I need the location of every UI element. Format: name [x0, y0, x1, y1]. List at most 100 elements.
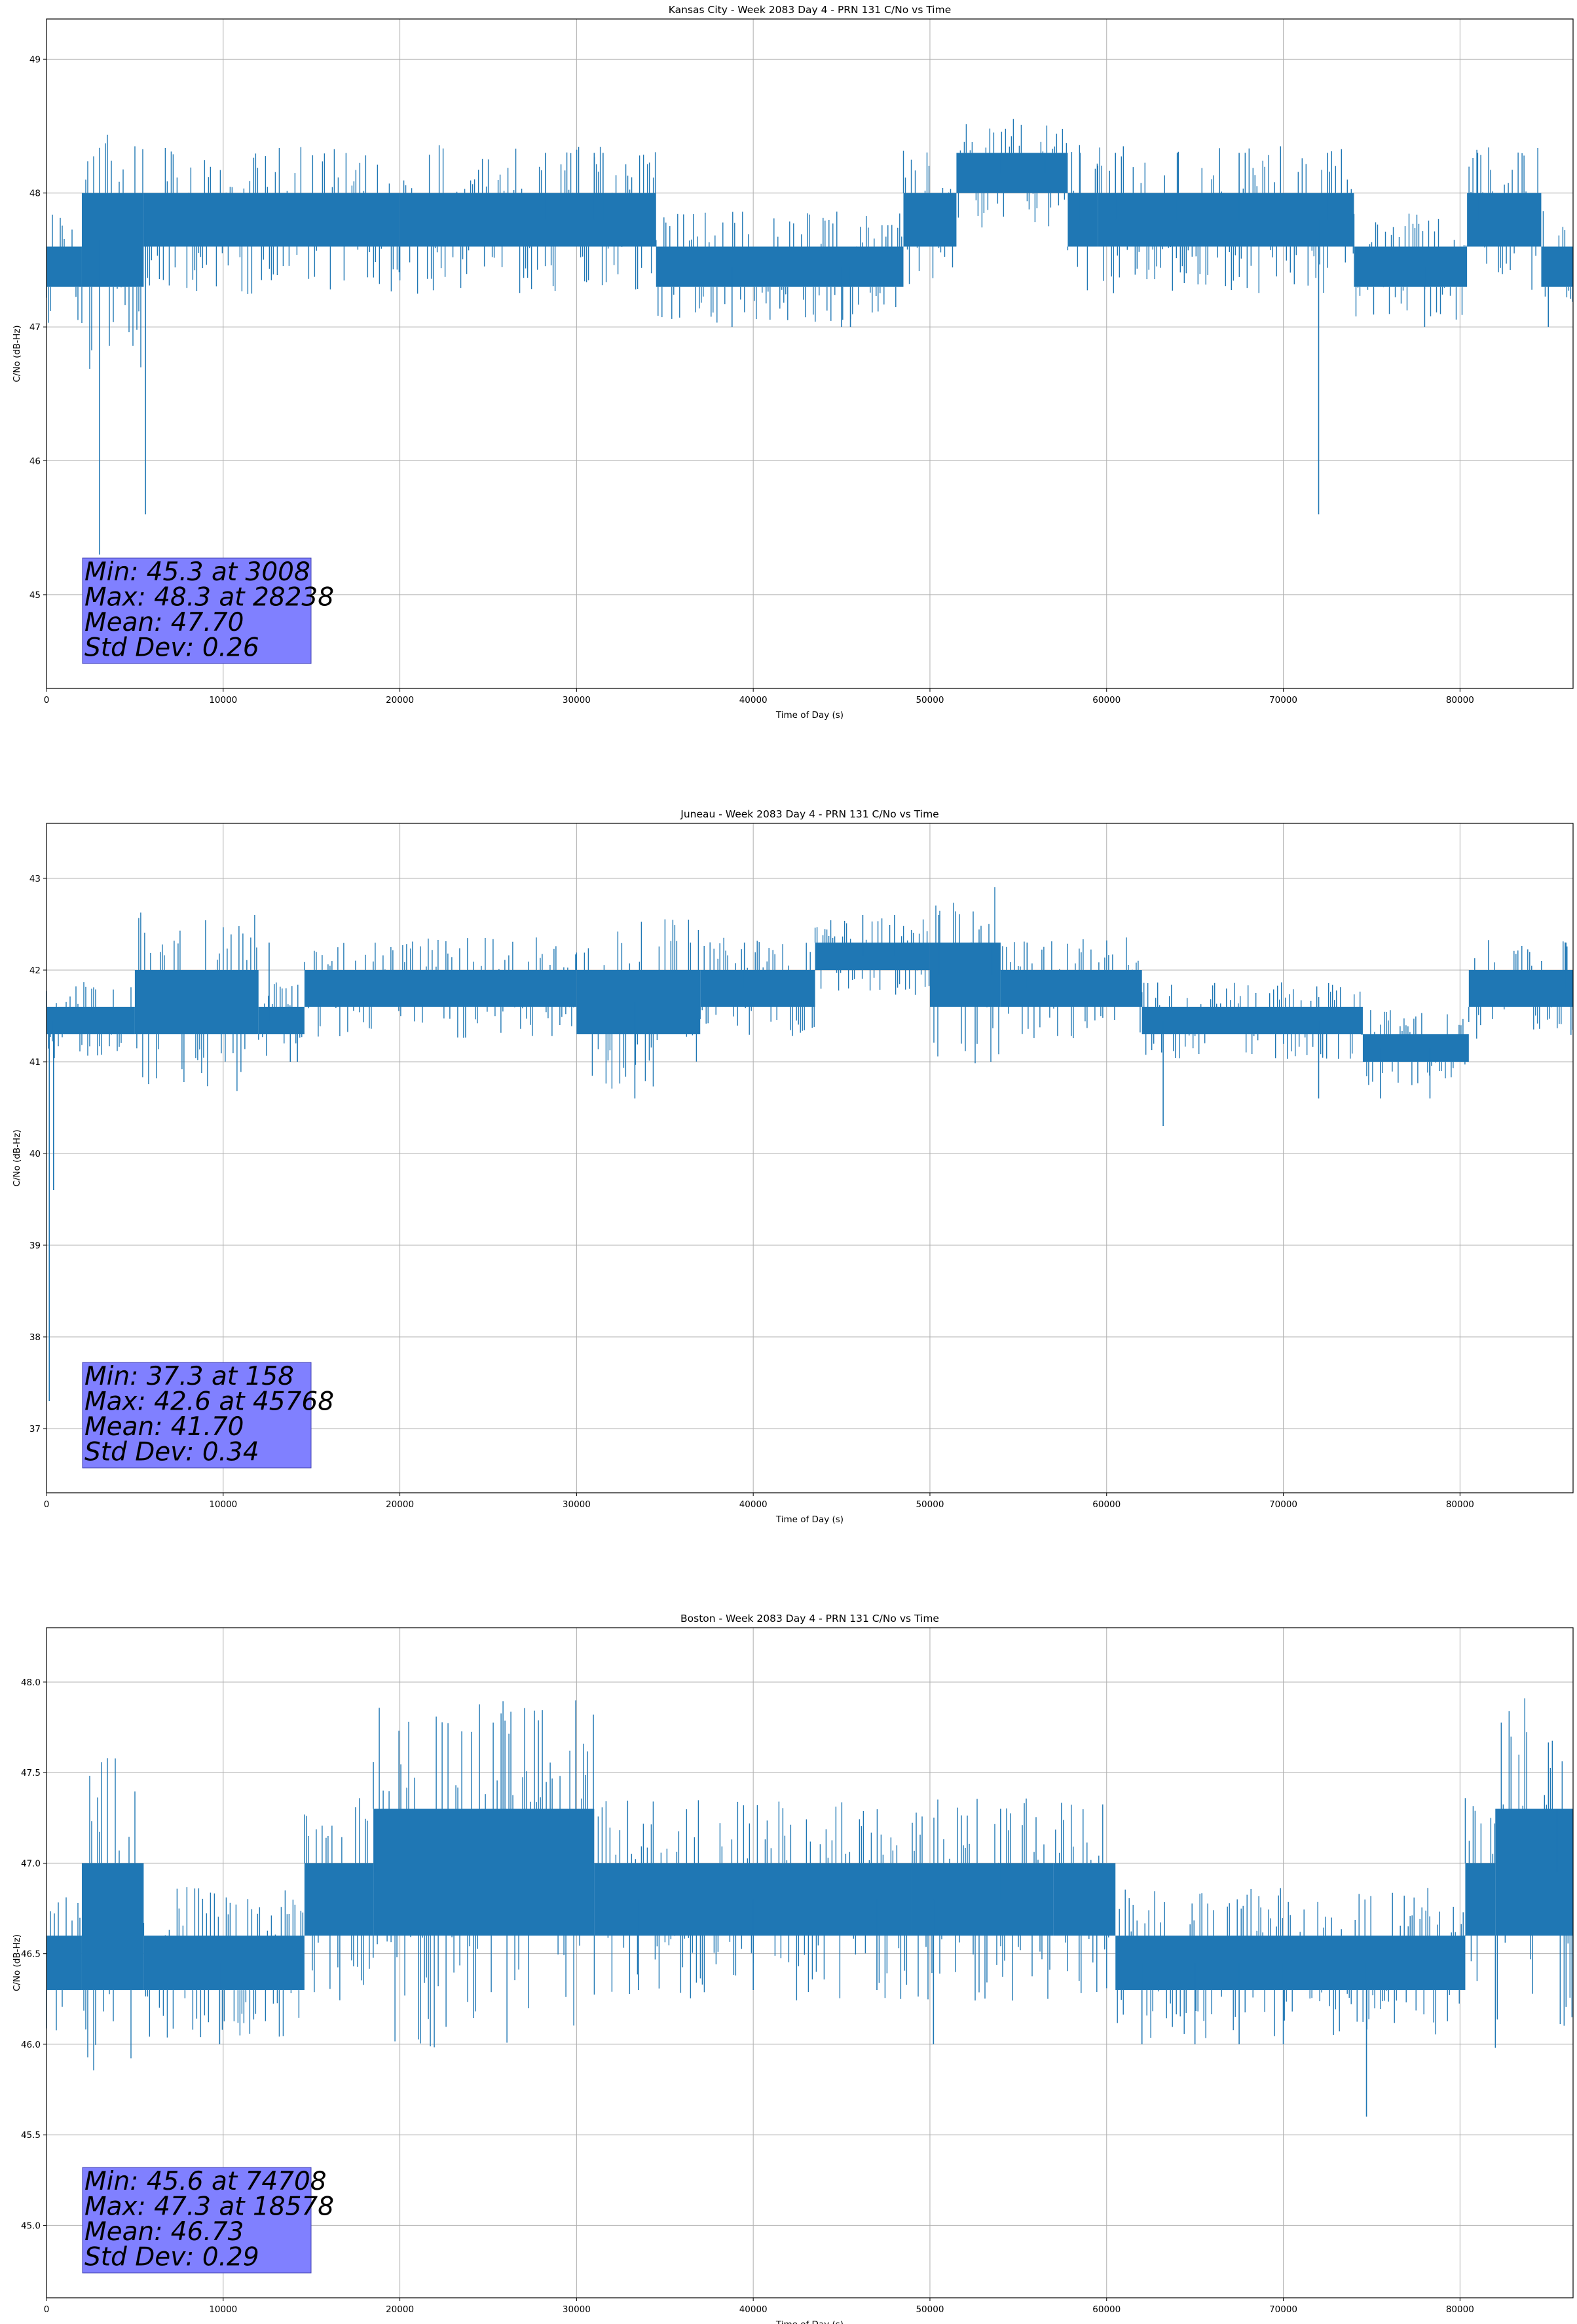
p2-y-tick-label-5: 47.5 [21, 1768, 41, 1778]
p0-chart-title: Kansas City - Week 2083 Day 4 - PRN 131 … [669, 4, 952, 16]
p0-x-tick-label-4: 40000 [739, 695, 768, 705]
p0-x-tick-label-8: 80000 [1446, 695, 1474, 705]
p1-band-1 [134, 970, 259, 1034]
p2-band-noise-5 [593, 1800, 908, 2000]
p2-x-tick-label-5: 50000 [916, 2304, 944, 2315]
p2-band-noise-2 [143, 1887, 304, 2038]
p1-stats-line-3: Std Dev: 0.34 [84, 1438, 259, 1467]
p1-band-7 [929, 943, 1001, 1007]
p0-band-0 [46, 246, 82, 287]
p2-band-8 [1115, 1936, 1466, 1990]
p1-band-4 [576, 970, 701, 1034]
p0-band-5 [903, 193, 957, 247]
p0-y-tick-label-2: 47 [29, 322, 41, 333]
kansas-city-plot: 0 10000 20000 30000 40000 50000 60000 70000 8000… [12, 4, 1574, 721]
p1-x-tick-label-3: 30000 [563, 1499, 591, 1510]
p2-stats-line-0: Min: 45.6 at 74708 [84, 2167, 327, 2196]
p1-x-tick-label-4: 40000 [739, 1499, 768, 1510]
p2-chart-title: Boston - Week 2083 Day 4 - PRN 131 C/No … [680, 1613, 939, 1624]
p2-y-tick-label-1: 45.5 [21, 2130, 41, 2141]
p2-y-tick-label-4: 47.0 [21, 1858, 41, 1869]
p1-band-6 [815, 943, 930, 970]
p0-band-10 [1467, 193, 1542, 247]
p2-x-tick-label-7: 70000 [1269, 2304, 1297, 2315]
p2-band-3 [304, 1863, 374, 1936]
p2-axes-frame [46, 1627, 1574, 2298]
p0-y-tick-label-0: 45 [29, 590, 41, 601]
p2-y-tick-label-6: 48.0 [21, 1677, 41, 1688]
p1-band-noise-8 [1000, 937, 1141, 1038]
p1-y-tick-label-0: 37 [29, 1424, 41, 1434]
p0-band-noise-9 [1353, 214, 1467, 320]
p1-axes-frame [46, 823, 1574, 1493]
p0-band-7 [1067, 193, 1098, 247]
p0-y-tick-label-3: 48 [29, 189, 41, 199]
p2-band-9 [1465, 1863, 1496, 1936]
p0-band-8 [1098, 193, 1354, 247]
p1-x-tick-label-7: 70000 [1269, 1499, 1297, 1510]
p0-band-noise-5 [902, 151, 954, 284]
p0-stats-line-0: Min: 45.3 at 3008 [84, 557, 310, 587]
p1-band-noise-9 [1141, 982, 1363, 1059]
p1-stats-line-1: Max: 42.6 at 45768 [84, 1387, 334, 1417]
p0-band-noise-11 [1542, 211, 1574, 302]
p0-y-axis-label: C/No (dB-Hz) [12, 325, 22, 382]
p2-x-tick-label-4: 40000 [739, 2304, 768, 2315]
p1-x-tick-label-8: 80000 [1446, 1499, 1474, 1510]
p0-y-tick-label-1: 46 [29, 457, 41, 467]
p0-band-noise-10 [1468, 147, 1538, 290]
p0-band-3 [399, 193, 656, 247]
p0-x-tick-label-2: 20000 [386, 695, 414, 705]
p1-y-tick-label-6: 43 [29, 874, 41, 884]
p1-y-tick-label-4: 41 [29, 1057, 41, 1068]
p2-band-noise-3 [304, 1798, 374, 2000]
p1-stats-box [82, 1362, 312, 1469]
p2-band-noise-9 [1464, 1798, 1496, 1981]
p1-band-2 [258, 1007, 305, 1034]
p0-band-noise-4 [656, 212, 902, 323]
p2-y-tick-label-2: 46.0 [21, 2040, 41, 2050]
p1-x-tick-label-0: 0 [44, 1499, 50, 1510]
p1-band-noise-7 [933, 887, 999, 1064]
p1-y-tick-label-1: 38 [29, 1332, 41, 1343]
p1-band-3 [304, 970, 577, 1007]
p1-band-0 [46, 1007, 135, 1034]
p0-stats-box [82, 557, 312, 664]
p0-band-noise-3 [399, 145, 656, 294]
p2-band-1 [81, 1863, 144, 1990]
p2-stats-box [82, 2167, 312, 2274]
p2-band-4 [373, 1809, 595, 1936]
p2-band-0 [46, 1936, 82, 1990]
juneau-plot: 0 10000 20000 30000 40000 50000 60000 70000 8000… [12, 808, 1574, 1525]
p2-x-tick-label-3: 30000 [563, 2304, 591, 2315]
p0-stats-line-2: Mean: 47.70 [84, 608, 244, 637]
p1-y-tick-label-3: 40 [29, 1149, 41, 1159]
p0-x-tick-label-1: 10000 [209, 695, 237, 705]
p0-x-tick-label-7: 70000 [1269, 695, 1297, 705]
p2-band-noise-1 [83, 1758, 136, 2071]
p0-x-tick-label-3: 30000 [563, 695, 591, 705]
p2-series-line [46, 1698, 1573, 2117]
p2-x-tick-label-2: 20000 [386, 2304, 414, 2315]
p1-band-noise-5 [699, 937, 815, 1036]
p2-band-7 [1053, 1863, 1116, 1936]
p2-y-axis-label: C/No (dB-Hz) [12, 1934, 22, 1991]
p2-band-noise-6 [912, 1798, 1050, 2001]
p2-y-tick-label-3: 46.5 [21, 1949, 41, 1960]
p1-series-line [46, 887, 1574, 1401]
p2-stats-line-3: Std Dev: 0.29 [84, 2243, 259, 2272]
p0-x-tick-label-5: 50000 [916, 695, 944, 705]
p0-x-axis-label: Time of Day (s) [775, 710, 844, 721]
p0-x-tick-label-0: 0 [44, 695, 50, 705]
p2-band-noise-4 [373, 1700, 594, 2048]
p0-band-2 [143, 193, 400, 247]
p1-band-9 [1141, 1007, 1363, 1034]
p1-band-noise-3 [304, 937, 576, 1038]
p2-band-2 [143, 1936, 305, 1990]
p1-x-tick-label-5: 50000 [916, 1499, 944, 1510]
p2-x-axis-label: Time of Day (s) [775, 2319, 844, 2324]
p1-band-noise-11 [1468, 940, 1574, 1039]
p0-stats-line-1: Max: 48.3 at 28238 [84, 583, 334, 612]
p1-stats-line-0: Min: 37.3 at 158 [84, 1362, 294, 1391]
